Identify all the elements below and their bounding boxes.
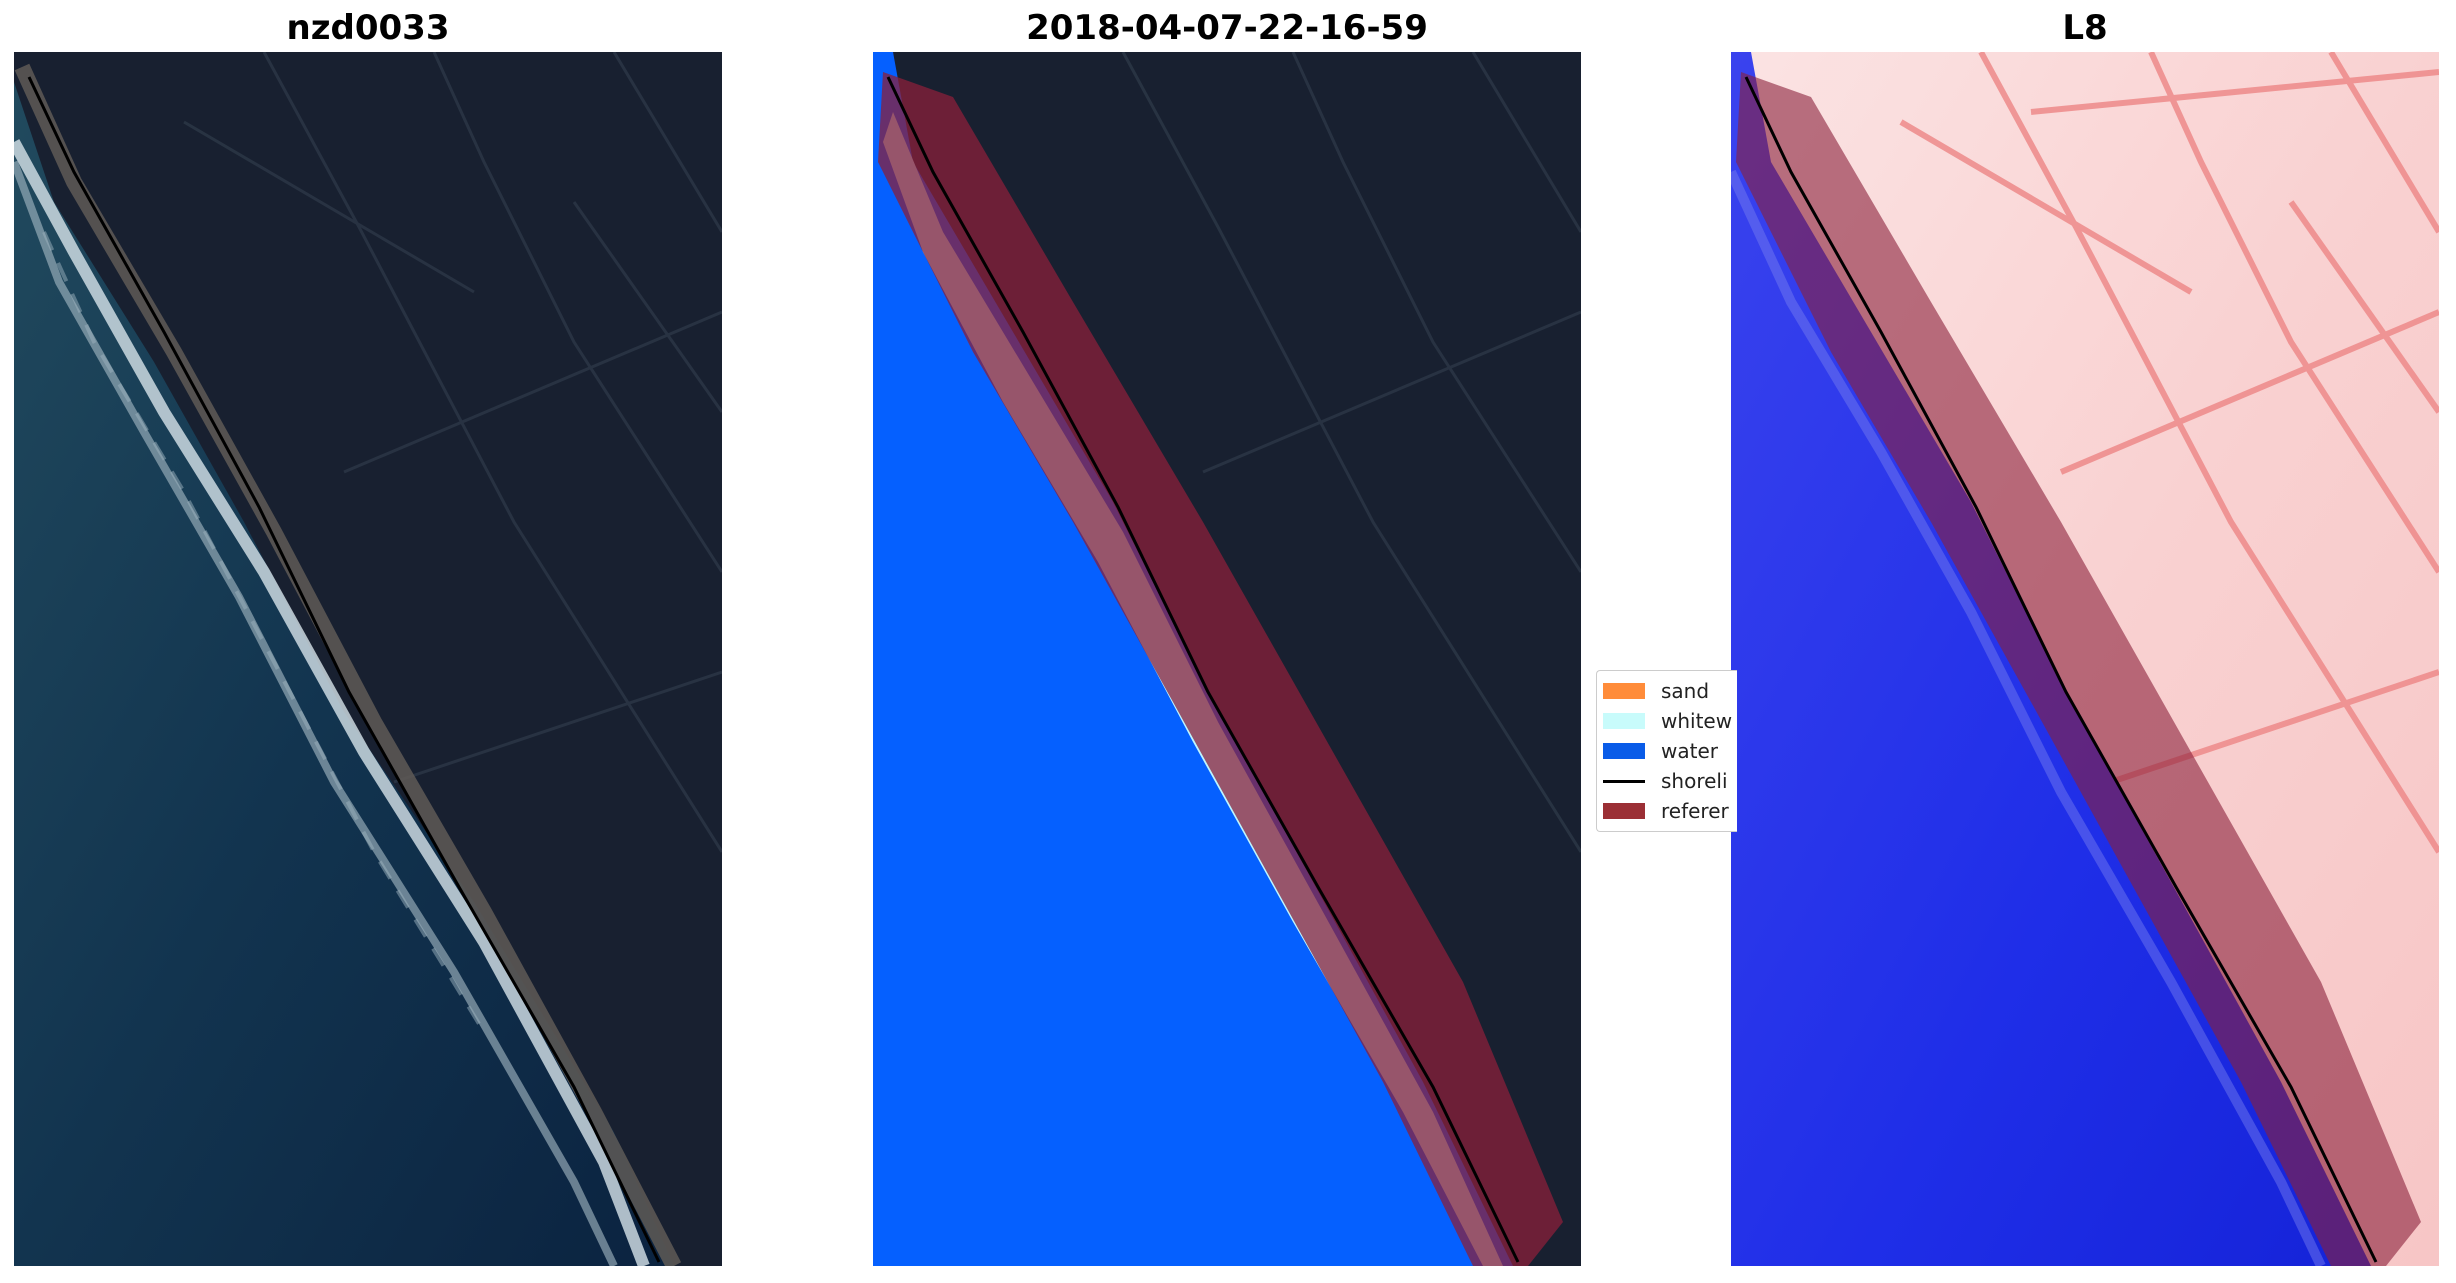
sand-swatch <box>1603 683 1645 699</box>
shoreline-index <box>1744 76 2378 1263</box>
legend-item-whitewater: whitew <box>1603 707 1732 735</box>
classified-image <box>873 52 1581 1266</box>
reference-buffer-index <box>1736 72 2421 1266</box>
water-swatch <box>1603 743 1645 759</box>
legend: sand whitew water shoreli referer <box>1596 670 1737 832</box>
panel-title-index: L8 <box>2062 8 2108 48</box>
whitewater-swatch <box>1603 713 1645 729</box>
legend-item-shoreline: shoreli <box>1603 767 1728 795</box>
legend-item-reference: referer <box>1603 797 1729 825</box>
reference-buffer <box>878 72 1563 1266</box>
panel-title-classified: 2018-04-07-22-16-59 <box>1026 8 1428 48</box>
shoreline-classified <box>886 76 1520 1263</box>
legend-item-sand: sand <box>1603 677 1709 705</box>
legend-item-water: water <box>1603 737 1718 765</box>
panel-title-rgb: nzd0033 <box>286 8 450 48</box>
rgb-satellite-image <box>14 52 722 1266</box>
water-index-image <box>1731 52 2439 1266</box>
shoreline-swatch <box>1603 779 1645 783</box>
reference-swatch <box>1603 803 1645 819</box>
shoreline-rgb <box>27 76 661 1263</box>
